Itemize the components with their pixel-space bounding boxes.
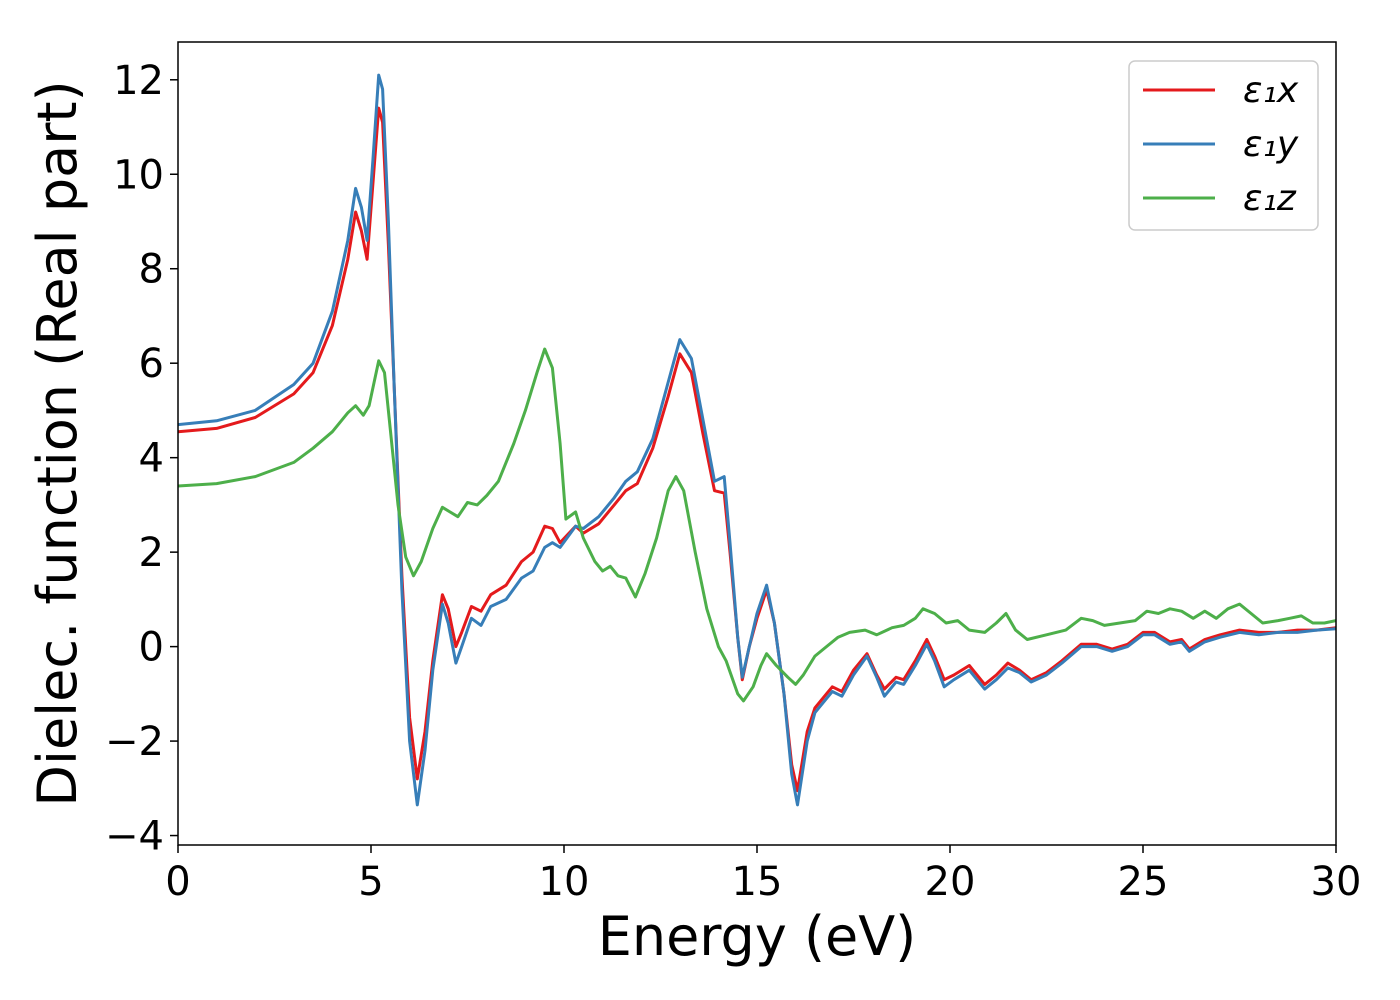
- legend-label-0: ε₁x: [1243, 70, 1299, 111]
- x-tick-label: 30: [1311, 859, 1362, 905]
- x-tick-label: 5: [358, 859, 383, 905]
- series-line-2: [178, 347, 1336, 703]
- y-axis-title: Dielec. function (Real part): [26, 80, 89, 806]
- legend-box: [1128, 60, 1319, 231]
- y-tick-label: 12: [113, 58, 164, 104]
- y-tick-label: −4: [105, 814, 164, 860]
- series-line-1: [178, 73, 1336, 807]
- y-tick-label: −2: [105, 719, 164, 765]
- y-tick-label: 4: [139, 436, 164, 482]
- legend-label-1: ε₁y: [1243, 124, 1299, 165]
- x-axis-title: Energy (eV): [598, 905, 917, 968]
- series-layer: [178, 73, 1336, 807]
- y-tick-label: 10: [113, 152, 164, 198]
- x-tick-label: 0: [165, 859, 190, 905]
- x-tick-label: 25: [1118, 859, 1169, 905]
- ticks-layer: 0 5 10 15 20 25 30 −4 −2 0 2 4 6 8 10 12: [105, 58, 1361, 905]
- y-tick-label: 6: [139, 341, 164, 387]
- y-tick-label: 8: [139, 247, 164, 293]
- x-tick-label: 15: [732, 859, 783, 905]
- legend: ε₁x ε₁y ε₁z: [1128, 60, 1319, 231]
- y-tick-label: 0: [139, 625, 164, 671]
- x-tick-label: 10: [539, 859, 590, 905]
- y-tick-label: 2: [139, 530, 164, 576]
- legend-label-2: ε₁z: [1243, 178, 1297, 219]
- x-tick-label: 20: [925, 859, 976, 905]
